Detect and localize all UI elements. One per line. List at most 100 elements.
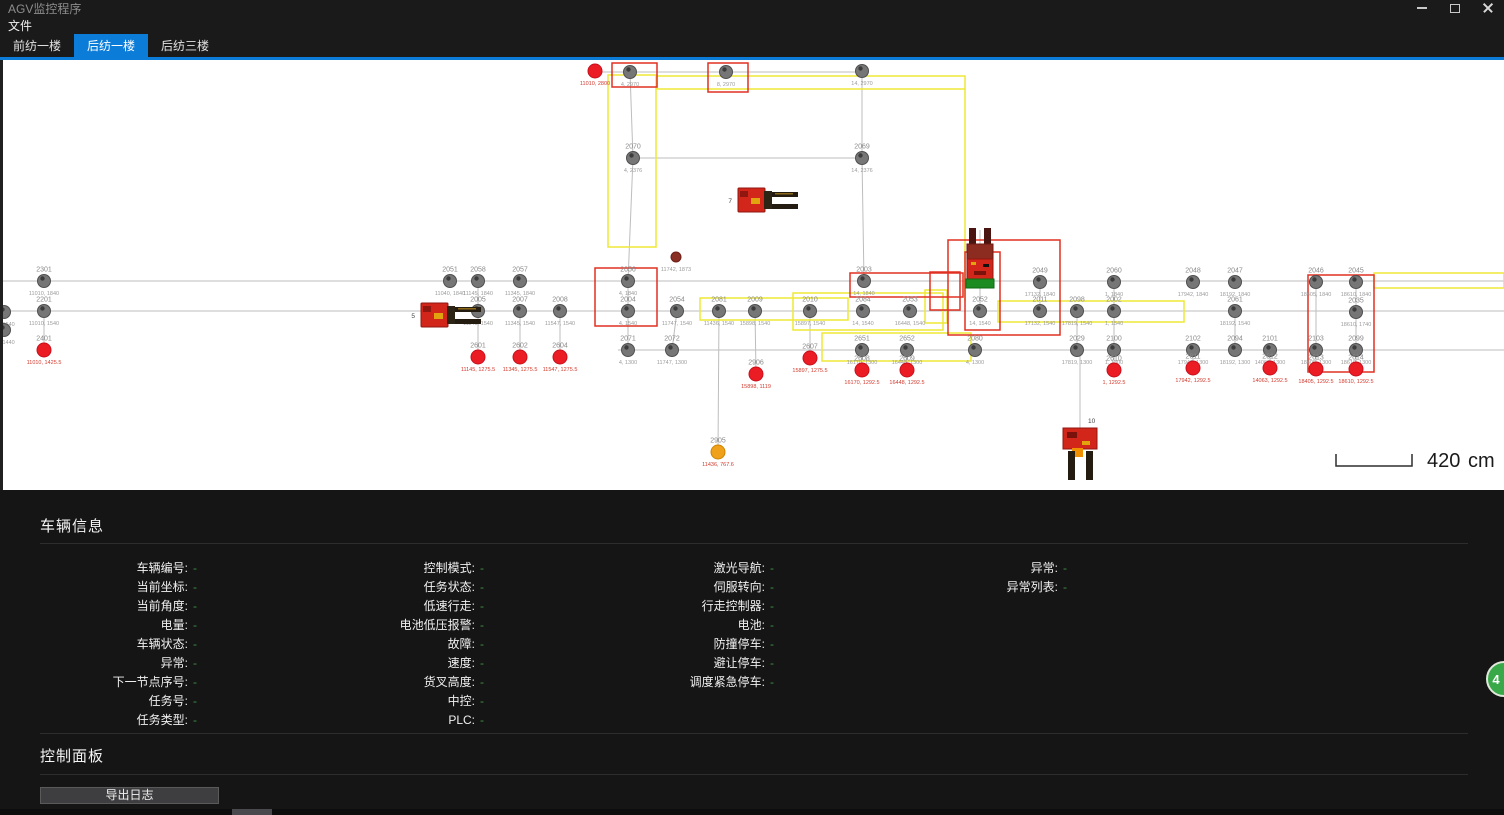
tab-前纺一楼[interactable]: 前纺一楼 bbox=[13, 39, 62, 53]
map-node-2048[interactable]: 2048 17942, 1840 bbox=[1178, 268, 1209, 299]
map-node-2046[interactable]: 2046 18405, 1840 bbox=[1301, 268, 1332, 299]
node-notch bbox=[858, 153, 863, 158]
info-row: 速度: - bbox=[295, 653, 484, 672]
agv-forklift[interactable]: 5 bbox=[411, 302, 481, 328]
map-node-2008[interactable]: 2008 11547, 1540 bbox=[545, 297, 575, 328]
menu-item-file[interactable]: 文件 bbox=[8, 18, 33, 33]
map-node-2003[interactable]: 2003 14, 1840 bbox=[853, 267, 874, 298]
map-node-2905[interactable]: 2905 11436, 767.6 bbox=[702, 438, 734, 469]
agv-mast bbox=[447, 306, 455, 324]
map-node-2609[interactable]: 2609 16448, 1292.5 bbox=[889, 356, 924, 387]
agv-forklift[interactable] bbox=[965, 228, 995, 289]
map-node-2607[interactable]: 2607 15897, 1275.5 bbox=[792, 344, 827, 375]
map-node[interactable]: 4, 2970 bbox=[621, 65, 639, 89]
map-node-2080[interactable]: 2080 4, 1300 bbox=[966, 336, 984, 367]
node-label: 2609 bbox=[899, 356, 915, 363]
map-node-2054[interactable]: 2054 11747, 1540 bbox=[662, 297, 692, 328]
map-node-2011[interactable]: 2011 17132, 1540 bbox=[1025, 297, 1056, 328]
map-node-2604[interactable]: 2604 11547, 1275.5 bbox=[543, 343, 578, 374]
info-row: 电量: - bbox=[40, 615, 197, 634]
map-node-2057[interactable]: 2057 11345, 1840 bbox=[505, 267, 535, 298]
agv-forklift[interactable]: 7 bbox=[728, 187, 798, 213]
map-node-2071[interactable]: 2071 4, 1300 bbox=[619, 336, 637, 367]
map-node-2301[interactable]: 2301 11010, 1840 bbox=[29, 267, 59, 298]
node-coordinates: 8, 2970 bbox=[717, 82, 735, 88]
map-node-2047[interactable]: 2047 18192, 1840 bbox=[1220, 268, 1251, 299]
agv-fork bbox=[455, 319, 481, 324]
scrollbar-thumb[interactable] bbox=[232, 809, 272, 815]
node-coordinates: 16448, 1292.5 bbox=[889, 380, 924, 386]
map-node-2010[interactable]: 2010 15897, 1540 bbox=[795, 297, 826, 328]
agv-forklift[interactable]: 10 bbox=[1062, 418, 1098, 480]
info-value: - bbox=[193, 598, 197, 613]
accent-underline bbox=[0, 57, 1504, 60]
map-node-2906[interactable]: 2906 15898, 1119 bbox=[741, 360, 771, 391]
info-label: 低速行走: bbox=[423, 599, 475, 613]
notification-badge[interactable]: 4 bbox=[1486, 661, 1504, 697]
map-node-2201[interactable]: 2201 11010, 1540 bbox=[29, 297, 59, 328]
map-node[interactable]: 8, 2970 bbox=[717, 65, 735, 89]
map-node-2614[interactable]: 2614 18610, 1292.5 bbox=[1338, 355, 1373, 386]
map-node[interactable]: 14, 2970 bbox=[851, 64, 873, 88]
node-dot bbox=[1348, 361, 1364, 377]
map-node-2004[interactable]: 2004 4, 1540 bbox=[619, 297, 637, 328]
map-node-2611[interactable]: 2611 17942, 1292.5 bbox=[1175, 354, 1210, 385]
map-node-2058[interactable]: 2058 11145, 1840 bbox=[463, 267, 493, 298]
map-node-2070[interactable]: 2070 4, 2376 bbox=[624, 144, 642, 175]
map-node-2084[interactable]: 2084 14, 1540 bbox=[852, 297, 873, 328]
map-node-2053[interactable]: 2053 16448, 1540 bbox=[895, 297, 926, 328]
alert-box-yellow bbox=[997, 300, 1185, 323]
node-coordinates: 1, 1540 bbox=[1105, 321, 1123, 327]
info-row: 当前角度: - bbox=[40, 596, 197, 615]
map-node-2608[interactable]: 2608 16170, 1292.5 bbox=[844, 356, 879, 387]
node-notch bbox=[722, 67, 727, 72]
close-button[interactable] bbox=[1480, 2, 1496, 14]
map-node-2610[interactable]: 2610 1, 1292.5 bbox=[1103, 356, 1126, 387]
info-row: 异常: - bbox=[40, 653, 197, 672]
node-notch bbox=[976, 306, 981, 311]
info-value: - bbox=[770, 560, 774, 575]
restore-button[interactable] bbox=[1447, 0, 1463, 14]
map-node-2069[interactable]: 2069 14, 2376 bbox=[851, 144, 872, 175]
map-node-2401[interactable]: 2401 11010, 1425.5 bbox=[27, 336, 62, 367]
map-node-2045[interactable]: 2045 18610, 1840 bbox=[1341, 268, 1372, 299]
map-node-2612[interactable]: 2612 14063, 1292.5 bbox=[1252, 354, 1287, 385]
map-node[interactable]: 11742, 1873 bbox=[661, 251, 691, 273]
map-node-2081[interactable]: 2081 11436, 1540 bbox=[704, 297, 734, 328]
minimize-button[interactable] bbox=[1414, 2, 1430, 14]
export-log-button[interactable]: 导出日志 bbox=[40, 787, 219, 804]
map-node-2049[interactable]: 2049 17132, 1840 bbox=[1025, 268, 1056, 299]
node-dot bbox=[513, 274, 527, 288]
tab-后纺三楼[interactable]: 后纺三楼 bbox=[161, 39, 210, 53]
map-node-2009[interactable]: 2009 15898, 1540 bbox=[740, 297, 771, 328]
info-row: 电池: - bbox=[585, 615, 774, 634]
map-node-2002[interactable]: 2002 1, 1540 bbox=[1105, 297, 1123, 328]
node-notch bbox=[624, 306, 629, 311]
map-node-2061[interactable]: 2061 18192, 1540 bbox=[1220, 297, 1251, 328]
map-node-2035[interactable]: 2035 18610, 1740 bbox=[1341, 298, 1372, 329]
agv-fork bbox=[772, 204, 798, 209]
vehicle-info-column-1: 车辆编号: - 当前坐标: - 当前角度: - 电量: - 车辆状态: - 异常: - 下一节点序号: -… bbox=[40, 558, 197, 729]
tab-后纺一楼[interactable]: 后纺一楼 bbox=[74, 34, 149, 57]
info-row: 伺服转向: - bbox=[585, 577, 774, 596]
node-label: 2906 bbox=[748, 360, 764, 367]
info-row: 中控: - bbox=[295, 691, 484, 710]
map-node-2051[interactable]: 2051 11040, 1840 bbox=[435, 267, 465, 298]
node-dot bbox=[621, 304, 635, 318]
map-node-2060[interactable]: 2060 1, 1840 bbox=[1105, 268, 1123, 299]
map-node-2602[interactable]: 2602 11345, 1275.5 bbox=[503, 343, 538, 374]
map-node-2098[interactable]: 2098 17819, 1540 bbox=[1062, 297, 1093, 328]
map-node-2029[interactable]: 2029 17819, 1300 bbox=[1062, 336, 1093, 367]
agv-cab-detail bbox=[983, 264, 989, 267]
map-node-2072[interactable]: 2072 11747, 1300 bbox=[657, 336, 687, 367]
map-node-2007[interactable]: 2007 11345, 1540 bbox=[505, 297, 535, 328]
map-canvas[interactable]: 11010, 2800 4, 2970 8, 2970 14, 2970 2070 4, … bbox=[0, 60, 1504, 490]
map-node-2094[interactable]: 2094 18192, 1300 bbox=[1220, 336, 1251, 367]
map-node[interactable]: 11010, 2800 bbox=[580, 63, 610, 87]
map-node-2052[interactable]: 2052 14, 1540 bbox=[969, 297, 990, 328]
map-node-2613[interactable]: 2613 18405, 1292.5 bbox=[1298, 355, 1333, 386]
map-node-2056[interactable]: 2056 4, 1840 bbox=[619, 267, 637, 298]
map-node-2601[interactable]: 2601 11145, 1275.5 bbox=[461, 343, 495, 374]
node-label: 2604 bbox=[552, 343, 568, 350]
alert-box-yellow bbox=[699, 297, 849, 321]
